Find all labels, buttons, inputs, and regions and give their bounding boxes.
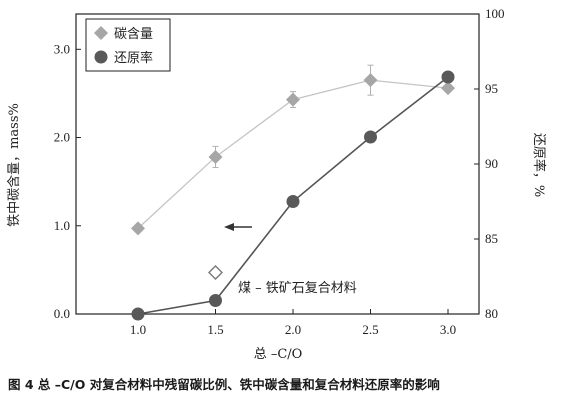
y-right-tick-label: 95	[485, 81, 498, 96]
y-left-tick-label: 1.0	[54, 218, 70, 233]
x-tick-label: 1.5	[207, 322, 223, 337]
legend-label-reduction: 还原率	[114, 50, 153, 66]
y-right-tick-label: 80	[485, 306, 498, 321]
y-left-tick-label: 0.0	[54, 306, 70, 321]
y-right-tick-label: 85	[485, 231, 498, 246]
legend-circle-marker	[94, 50, 108, 64]
y-left-axis-title: 铁中碳含量，mass%	[6, 103, 22, 227]
carbon-content-point	[286, 92, 300, 107]
reduction-rate-point	[441, 70, 455, 84]
x-tick-label: 2.5	[362, 322, 378, 337]
x-axis-title: 总 –C/O	[254, 347, 303, 362]
chart: 1.0 1.5 2.0 2.5 3.0 0.0 1.0 2.0 3.0 80 85 90 95 100…	[6, 6, 547, 362]
x-tick-label: 1.0	[130, 322, 146, 337]
carbon-content-point	[131, 221, 145, 236]
y-right-axis-title: 还原率，%	[531, 133, 547, 197]
y-right-tick-label: 90	[485, 156, 498, 171]
y-left-tick-label: 2.0	[54, 130, 70, 145]
figure-caption: 图 4 总 –C/O 对复合材料中残留碳比例、铁中碳含量和复合材料还原率的影响	[8, 377, 440, 392]
reduction-rate-point	[131, 307, 145, 321]
legend-label-carbon: 碳含量	[114, 26, 153, 42]
annotation-arrow-head	[224, 223, 234, 231]
legend-diamond-marker	[94, 26, 108, 40]
carbon-content-point	[208, 149, 223, 164]
chart-annotation: 煤 – 铁矿石复合材料	[238, 281, 357, 296]
y-right-tick-label: 100	[485, 6, 505, 21]
open-diamond-point	[208, 265, 223, 281]
y-left-tick-label: 3.0	[54, 41, 70, 56]
x-tick-label: 2.0	[285, 322, 301, 337]
reduction-rate-point	[286, 195, 300, 208]
carbon-content-point	[441, 81, 455, 96]
reduction-rate-point	[209, 294, 222, 307]
reduction-rate-point	[364, 130, 377, 144]
x-tick-label: 3.0	[440, 322, 456, 337]
carbon-content-point	[363, 73, 378, 88]
legend: 碳含量 还原率	[85, 18, 171, 72]
